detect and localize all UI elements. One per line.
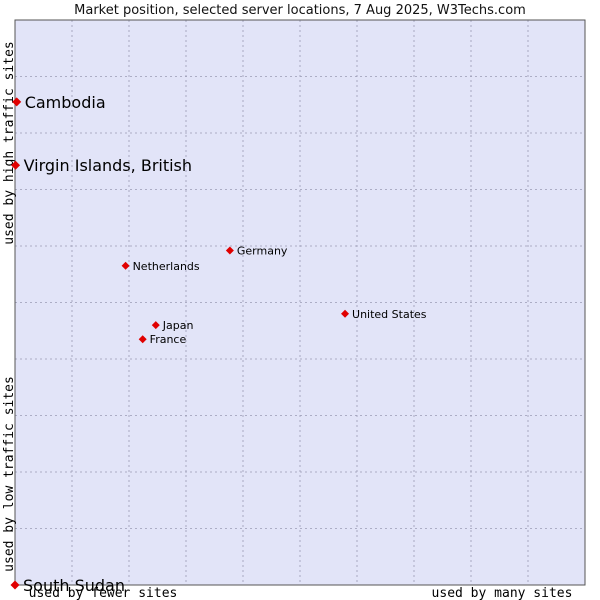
point-label-germany: Germany (237, 245, 288, 258)
point-virgin-islands-british (11, 160, 21, 170)
y-axis-low-label: used by low traffic sites (2, 376, 17, 572)
y-axis-high-label: used by high traffic sites (2, 41, 17, 245)
x-axis-low-label: used by fewer sites (29, 586, 178, 600)
point-label-south-sudan: South Sudan (23, 576, 125, 595)
point-france (138, 335, 147, 344)
point-label-cambodia: Cambodia (25, 93, 106, 112)
point-label-japan: Japan (162, 319, 194, 332)
grid-lines (15, 20, 585, 585)
point-germany (225, 246, 234, 255)
point-label-united-states: United States (352, 308, 427, 321)
x-axis-high-label: used by many sites (432, 586, 573, 600)
plot-frame (14, 19, 586, 586)
point-south-sudan (10, 580, 20, 590)
point-japan (151, 321, 160, 330)
point-cambodia (12, 97, 22, 107)
point-label-virgin-islands-british: Virgin Islands, British (24, 156, 192, 175)
data-points: Cambodia Virgin Islands, British Germany Ne… (10, 93, 427, 595)
point-netherlands (121, 261, 130, 270)
point-label-netherlands: Netherlands (133, 260, 200, 273)
point-label-france: France (150, 333, 187, 346)
chart-title: Market position, selected server locatio… (74, 3, 526, 18)
point-united-states (341, 309, 350, 318)
